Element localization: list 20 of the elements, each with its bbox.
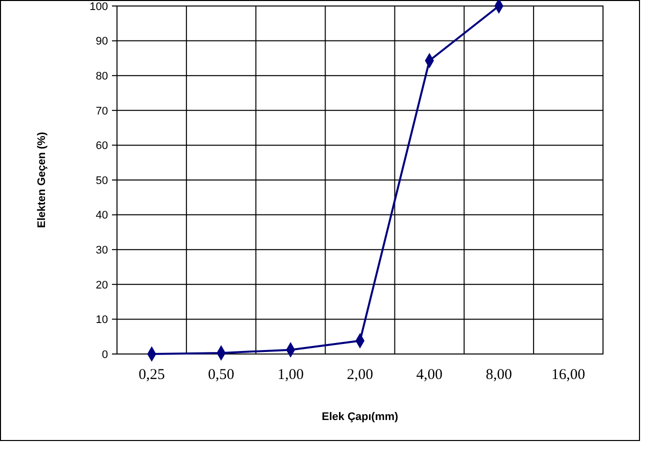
y-tick-label: 100 [90, 0, 108, 13]
y-tick-label: 50 [96, 174, 108, 187]
x-tick-label: 16,00 [551, 367, 586, 383]
y-tick-label: 90 [96, 36, 108, 48]
y-tick-label: 10 [96, 314, 108, 326]
y-tick-label: 70 [96, 105, 108, 118]
x-axis-title: Elek Çapı(mm) [322, 411, 399, 423]
y-tick-label: 0 [102, 348, 108, 361]
y-tick-label: 30 [96, 244, 108, 256]
y-tick-label: 80 [96, 70, 108, 82]
x-tick-label: 0,50 [208, 367, 234, 383]
y-tick-label: 60 [96, 140, 108, 152]
x-tick-label: 4,00 [416, 367, 443, 383]
y-axis-title: Elekten Geçen (%) [36, 132, 48, 228]
x-tick-label: 2,00 [346, 367, 374, 383]
y-tick-label: 40 [96, 210, 108, 222]
x-tick-label: 8,00 [486, 367, 512, 383]
x-tick-label: 1,00 [277, 367, 304, 383]
y-tick-label: 20 [96, 279, 108, 292]
x-tick-label: 0,25 [138, 367, 165, 383]
